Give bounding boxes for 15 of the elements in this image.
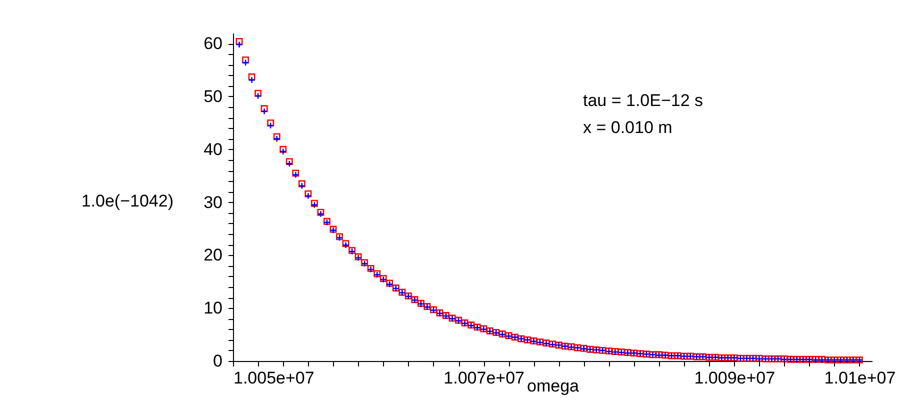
annotation: tau = 1.0E−12 s: [583, 91, 704, 110]
y-tick-label: 30: [204, 192, 222, 212]
y-tick-label: 20: [204, 246, 222, 265]
annotation: x = 0.010 m: [583, 118, 672, 137]
y-tick-label: 0: [213, 352, 222, 370]
x-tick-label: 1.009e+07: [694, 368, 776, 388]
y-tick-label: 60: [204, 34, 222, 54]
y-axis-title: 1.0e(−1042): [81, 192, 174, 210]
x-axis-title: omega: [527, 376, 580, 396]
y-tick-label: 50: [204, 86, 222, 106]
x-tick-label: 1.007e+07: [444, 368, 525, 388]
x-tick-label: 1.005e+07: [234, 368, 314, 388]
x-tick-label: 1.01e+07: [824, 368, 896, 388]
y-tick-label: 10: [204, 298, 222, 318]
y-tick-label: 40: [204, 140, 222, 159]
